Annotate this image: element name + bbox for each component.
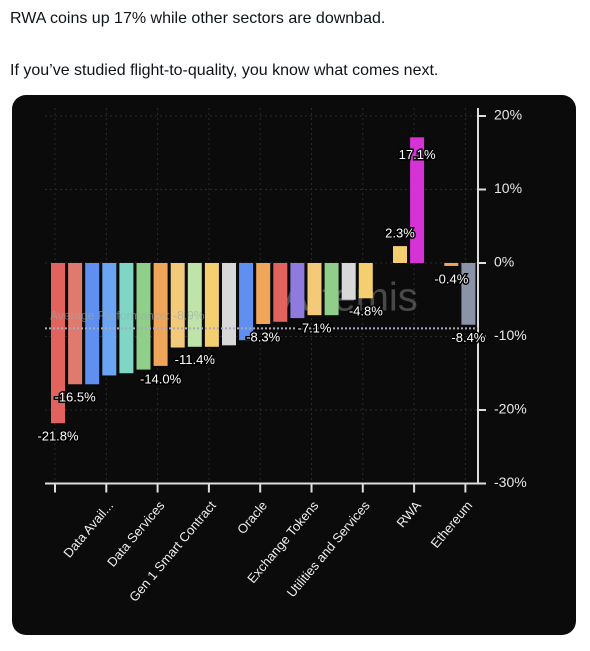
data-label: 2.3% [385,226,415,241]
bar [187,263,202,347]
data-label: -16.5% [54,390,96,405]
bar [290,263,305,319]
data-label: -8.3% [246,329,280,344]
bar [393,246,407,263]
bar [204,263,219,347]
y-tick-label: 0% [494,254,514,270]
bar [444,263,459,266]
chart-card [12,95,576,635]
post-text: RWA coins up 17% while other sectors are… [10,10,386,27]
bar [239,263,254,341]
bar [222,263,236,346]
bar [461,263,476,325]
bar [85,263,100,385]
bar [273,263,288,322]
average-label: Average Performance: -8.9% [50,309,205,323]
bar [119,263,134,374]
bar [51,263,65,424]
bar [324,263,339,316]
y-tick-label: 20% [494,107,522,123]
data-label: -8.4% [451,330,485,345]
bar [256,263,271,325]
y-tick-label: -30% [494,474,527,490]
bar [341,263,356,300]
y-tick-label: -20% [494,401,527,417]
data-label: -4.8% [349,304,383,319]
data-label: -11.4% [175,352,216,367]
data-label: -0.4% [434,271,468,286]
bar [136,263,151,370]
bar [307,263,322,316]
data-label: -21.8% [37,429,79,444]
bar [153,263,168,366]
y-tick-label: 10% [494,180,522,196]
data-label: -14.0% [140,371,182,386]
data-label: 17.1% [399,147,436,162]
data-label: -7.1% [298,321,332,336]
post-text: If you’ve studied flight-to-quality, you… [10,62,439,79]
bar [170,263,185,348]
bar [358,263,373,299]
bar [68,263,83,385]
bar [102,263,117,376]
y-tick-label: -10% [494,327,527,343]
bar [410,137,425,263]
